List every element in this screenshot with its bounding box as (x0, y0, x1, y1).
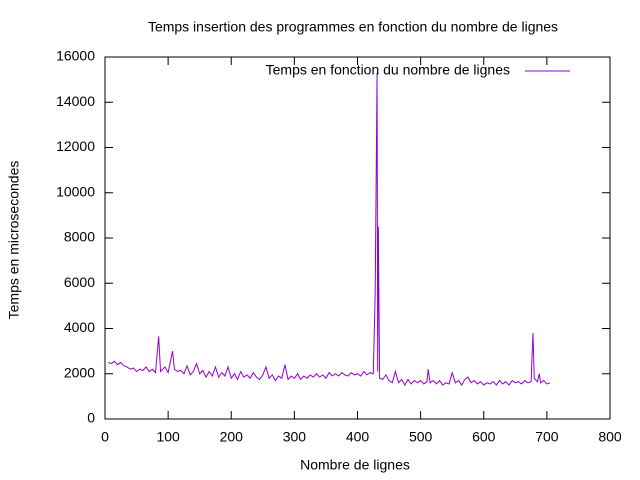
x-tick-label: 800 (598, 429, 622, 445)
x-axis-label: Nombre de lignes (300, 457, 410, 473)
y-tick-label: 8000 (64, 229, 95, 245)
y-tick-label: 16000 (56, 48, 95, 64)
plot-border (104, 56, 611, 420)
y-tick-label: 10000 (56, 183, 95, 199)
chart-title: Temps insertion des programmes en foncti… (148, 19, 558, 35)
x-tick-label: 200 (220, 429, 244, 445)
x-tick-label: 400 (346, 429, 370, 445)
y-axis-label: Temps en microsecondes (6, 161, 22, 320)
data-line (107, 72, 551, 387)
x-tick-label: 600 (472, 429, 496, 445)
x-tick-label: 500 (409, 429, 433, 445)
y-tick-label: 14000 (56, 93, 95, 109)
y-tick-label: 0 (87, 410, 95, 426)
x-tick-label: 100 (156, 429, 180, 445)
y-tick-label: 6000 (64, 274, 95, 290)
y-tick-label: 2000 (64, 364, 95, 380)
x-tick-label: 0 (101, 429, 109, 445)
y-tick-label: 4000 (64, 319, 95, 335)
x-tick-label: 300 (283, 429, 307, 445)
legend-label: Temps en fonction du nombre de lignes (266, 62, 510, 78)
x-tick-label: 700 (535, 429, 559, 445)
y-tick-label: 12000 (56, 138, 95, 154)
